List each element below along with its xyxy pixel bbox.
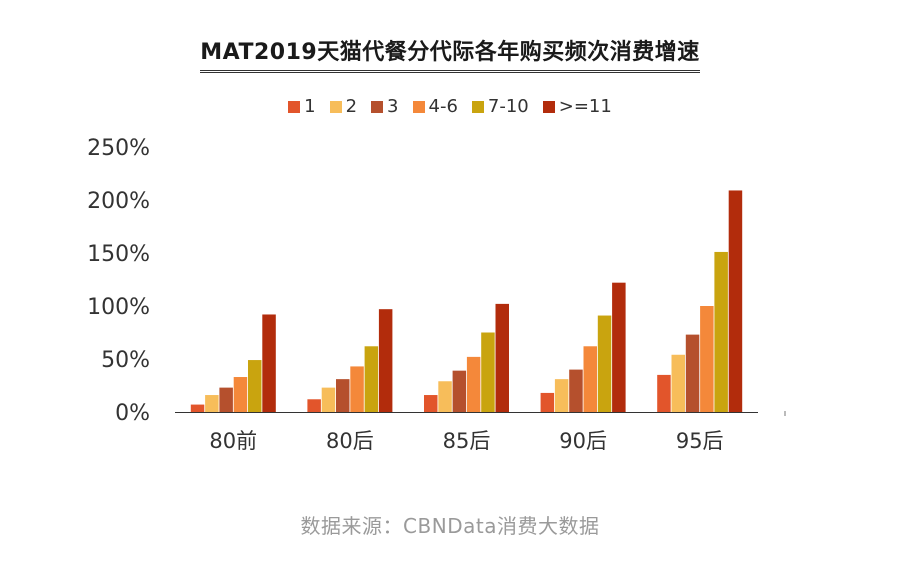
y-tick-label: 100% — [87, 295, 150, 320]
bar — [321, 387, 336, 412]
bar — [466, 356, 481, 412]
chart-title: MAT2019天猫代餐分代际各年购买频次消费增速 — [200, 34, 700, 73]
bar — [714, 251, 728, 412]
bar — [378, 309, 393, 412]
bar — [438, 381, 452, 412]
x-tick-label: 85后 — [443, 429, 491, 453]
bar — [262, 314, 276, 412]
data-source-note: 数据来源：CBNData消费大数据 — [300, 514, 600, 538]
legend-item-7-10: 7-10 — [471, 96, 529, 117]
legend-swatch — [471, 100, 484, 113]
legend-label: 4-6 — [428, 96, 458, 117]
x-tick-label: 80后 — [326, 429, 374, 453]
bar — [540, 392, 555, 412]
bar — [481, 332, 495, 412]
x-tick-label: 90后 — [559, 429, 607, 453]
bar — [350, 366, 364, 412]
legend-item-1: 1 — [288, 96, 316, 117]
legend-label: 2 — [345, 96, 358, 117]
bar — [700, 306, 714, 412]
bar — [671, 354, 685, 412]
bar — [728, 190, 743, 412]
legend-label: 7-10 — [487, 96, 529, 117]
bar — [424, 395, 438, 412]
legend-swatch — [371, 100, 384, 113]
bar — [190, 404, 205, 412]
legend-item-2: 2 — [329, 96, 358, 117]
legend-swatch — [288, 100, 301, 113]
bar — [569, 369, 583, 412]
legend-label: 3 — [387, 96, 399, 117]
legend-item-4-6: 4-6 — [412, 96, 458, 117]
bar — [612, 282, 626, 412]
y-tick-label: 150% — [87, 242, 150, 267]
bar — [554, 379, 569, 412]
bar — [657, 374, 671, 412]
bar — [336, 379, 350, 412]
bar — [248, 360, 262, 412]
legend-item-3: 3 — [371, 96, 399, 117]
y-tick-label: 50% — [101, 348, 150, 373]
x-tick-label: 95后 — [676, 429, 724, 453]
legend-swatch — [542, 100, 555, 113]
y-tick-label: 250% — [87, 136, 150, 161]
bar — [205, 395, 219, 412]
legend-item-11-plus: >=11 — [542, 96, 612, 117]
bar — [219, 387, 233, 412]
bar — [495, 303, 509, 412]
chart-legend: 1 2 3 4-6 7-10 >=11 — [0, 96, 900, 117]
legend-swatch — [412, 100, 425, 113]
bar — [597, 315, 612, 412]
legend-label: >=11 — [558, 96, 612, 117]
bar — [685, 334, 700, 412]
bar — [364, 346, 379, 412]
bar — [307, 399, 321, 412]
legend-swatch — [329, 100, 342, 113]
y-tick-label: 200% — [87, 189, 150, 214]
x-tick-label: 80前 — [209, 429, 257, 453]
legend-label: 1 — [304, 96, 316, 117]
bar — [583, 346, 597, 412]
y-tick-label: 0% — [115, 401, 150, 426]
bar — [452, 370, 467, 412]
bar — [233, 377, 248, 412]
